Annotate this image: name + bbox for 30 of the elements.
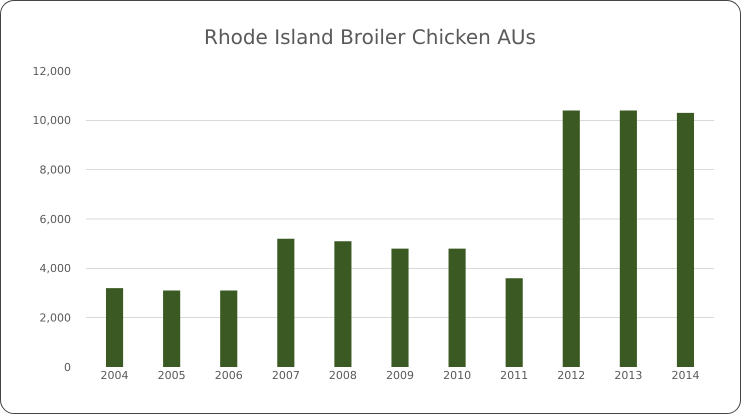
bar: [163, 290, 180, 367]
x-tick-label: 2005: [158, 369, 186, 382]
x-tick-label: 2009: [386, 369, 414, 382]
y-tick-label: 8,000: [40, 164, 71, 177]
x-tick-label: 2010: [443, 369, 472, 382]
x-tick-label: 2013: [614, 369, 642, 382]
bar: [106, 288, 124, 367]
x-tick-label: 2011: [500, 369, 528, 382]
chart-title: Rhode Island Broiler Chicken AUs: [204, 24, 536, 49]
y-tick-label: 4,000: [40, 262, 71, 276]
bar: [506, 278, 523, 367]
x-tick-label: 2004: [100, 369, 129, 382]
x-tick-label: 2014: [671, 369, 700, 382]
bar: [448, 248, 466, 367]
bar: [334, 241, 352, 367]
x-tick-label: 2007: [272, 369, 300, 382]
y-tick-label: 2,000: [40, 312, 71, 325]
y-tick-label: 0: [64, 360, 71, 374]
x-tick-label: 2012: [557, 369, 586, 382]
y-tick-label: 10,000: [32, 114, 71, 128]
bar: [562, 110, 580, 367]
x-tick-label: 2006: [214, 369, 243, 382]
bar: [220, 290, 238, 367]
y-tick-label: 12,000: [32, 64, 71, 78]
bar: [391, 248, 409, 367]
bar: [676, 112, 694, 367]
x-tick-label: 2008: [328, 369, 357, 382]
bar: [277, 238, 294, 367]
bar: [620, 110, 637, 367]
y-tick-label: 6,000: [40, 212, 71, 226]
